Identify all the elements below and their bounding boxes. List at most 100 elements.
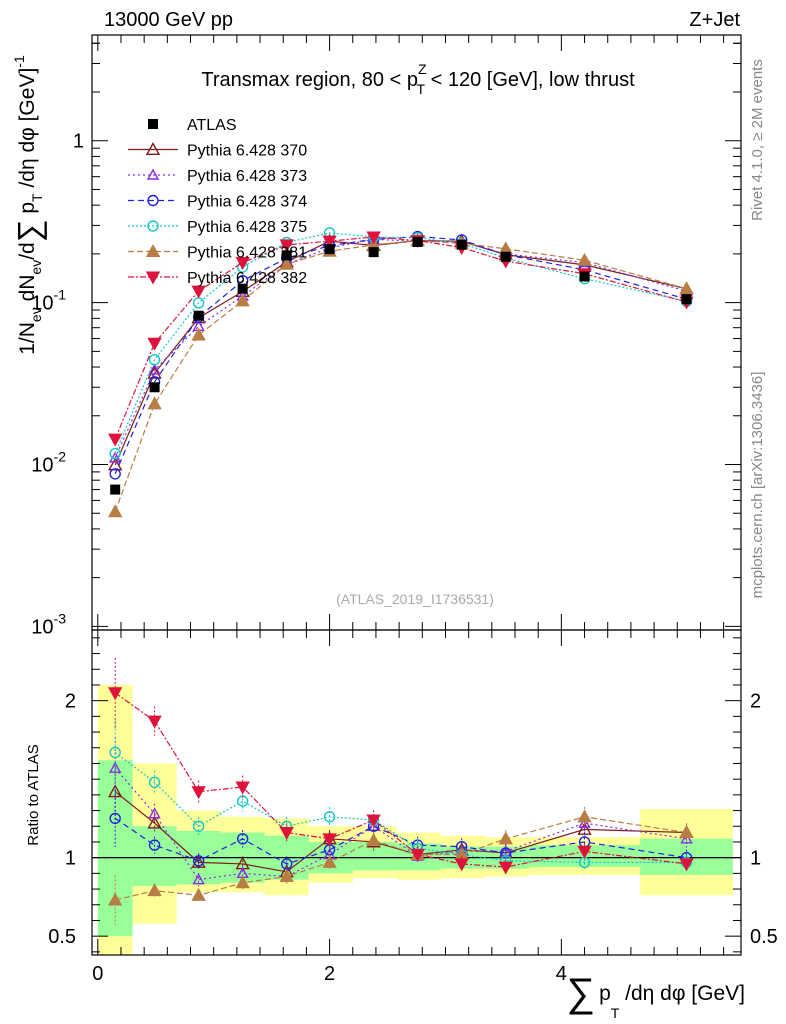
ratio-point-pythia-6-428-373	[148, 807, 161, 819]
ratio-point-pythia-6-428-381	[107, 892, 123, 906]
atlas-data-point	[281, 250, 292, 261]
uncertainty-bands	[92, 684, 741, 955]
ratio-point-pythia-6-428-382	[679, 858, 694, 872]
ratio-point-pythia-6-428-382	[235, 781, 250, 795]
atlas-data-point	[149, 382, 160, 393]
ratio-y-tick-label-right: 0.5	[750, 926, 778, 948]
legend: ATLAS Pythia 6.428 370 Pythia 6.428 373 Pyt…	[128, 117, 307, 287]
ratio-point-pythia-6-428-382	[322, 833, 337, 847]
atlas-data-point	[579, 271, 590, 282]
series-point-pythia-6-428-370	[107, 457, 123, 471]
process-label: Z+Jet	[689, 9, 740, 31]
x-tick-label: 2	[324, 963, 335, 985]
ratio-point-pythia-6-428-381	[279, 869, 294, 882]
atlas-data-point	[110, 484, 121, 495]
ratio-point-pythia-6-428-382	[498, 861, 513, 875]
ratio-line-pythia-6-428-370	[114, 791, 687, 873]
series-point-pythia-6-428-381	[191, 327, 206, 341]
ratio-point-pythia-6-428-381	[577, 809, 592, 823]
ratio-point-pythia-6-428-374	[109, 812, 121, 825]
ratio-line-pythia-6-428-382	[114, 692, 687, 868]
ratio-point-pythia-6-428-382	[191, 786, 206, 800]
ratio-point-pythia-6-428-370	[107, 784, 123, 798]
legend-label: Pythia 6.428 373	[187, 168, 307, 185]
axes-frames: 1 10-1 10-2 10-3 2 2 1 1 0.5 0.5 0 2 4	[31, 34, 778, 985]
stat-uncertainty-band	[132, 826, 177, 886]
ratio-point-pythia-6-428-370	[191, 854, 206, 868]
ratio-line-pythia-6-428-373	[114, 767, 687, 881]
ratio-point-pythia-6-428-382	[577, 845, 592, 859]
series-point-pythia-6-428-375	[109, 447, 121, 460]
legend-label: ATLAS	[187, 117, 237, 134]
series-line-pythia-6-428-370	[114, 239, 687, 466]
legend-marker	[147, 220, 159, 232]
ratio-point-pythia-6-428-382	[279, 827, 294, 840]
series-point-pythia-6-428-382	[322, 235, 337, 249]
x-tick-label: 4	[556, 963, 567, 985]
legend-marker	[148, 119, 158, 129]
series-point-pythia-6-428-381	[679, 281, 694, 295]
ratio-point-pythia-6-428-381	[147, 883, 162, 897]
ratio-point-pythia-6-428-375	[323, 811, 336, 823]
atlas-data	[110, 236, 692, 495]
ratio-point-pythia-6-428-381	[366, 832, 381, 846]
ratio-point-pythia-6-428-374	[148, 839, 161, 851]
ratio-point-pythia-6-428-373	[108, 761, 122, 773]
legend-label: Pythia 6.428 375	[187, 219, 307, 236]
ratio-point-pythia-6-428-375	[148, 776, 161, 788]
ratio-point-pythia-6-428-382	[410, 849, 425, 862]
x-axis-title: ∑ pT /dη dφ [GeV]	[567, 971, 745, 1021]
series-point-pythia-6-428-382	[366, 231, 381, 245]
series-point-pythia-6-428-381	[107, 504, 123, 518]
series-point-pythia-6-428-381	[147, 396, 162, 410]
ratio-line-pythia-6-428-375	[114, 751, 687, 863]
series-point-pythia-6-428-381	[577, 252, 592, 266]
ratio-point-pythia-6-428-381	[322, 854, 337, 868]
legend-marker	[145, 271, 161, 285]
atlas-data-point	[456, 239, 467, 250]
legend-label: Pythia 6.428 370	[187, 143, 307, 160]
legend-label: Pythia 6.428 374	[187, 194, 307, 211]
atlas-data-point	[500, 251, 511, 262]
ratio-panel-frame	[91, 629, 742, 956]
ratio-y-tick-label-right: 1	[750, 848, 761, 870]
series-point-pythia-6-428-382	[147, 337, 162, 351]
series-point-pythia-6-428-382	[191, 285, 206, 299]
ratio-point-pythia-6-428-382	[147, 715, 162, 729]
ratio-point-pythia-6-428-374	[192, 855, 205, 867]
legend-label: Pythia 6.428 381	[187, 245, 307, 262]
atlas-data-point	[324, 244, 335, 255]
legend-marker	[146, 168, 160, 180]
series-point-pythia-6-428-374	[109, 468, 121, 480]
atlas-data-point	[193, 310, 204, 321]
y-axis-title-top: 1/Nev dNev/d∑ pT /dη dφ [GeV]-1	[11, 55, 47, 355]
rivet-label: Rivet 4.1.0, ≥ 2M events	[749, 59, 766, 221]
legend-marker	[145, 142, 161, 156]
ratio-y-tick-label-left: 2	[65, 691, 76, 713]
ratio-point-pythia-6-428-373	[680, 832, 693, 844]
ratio-point-pythia-6-428-375	[109, 746, 121, 759]
atlas-data-point	[237, 283, 248, 294]
atlas-data-point	[412, 236, 423, 247]
y-axis-title-ratio: Ratio to ATLAS	[25, 744, 42, 845]
energy-label: 13000 GeV pp	[104, 9, 233, 31]
ratio-point-pythia-6-428-374	[236, 833, 249, 845]
ratio-point-pythia-6-428-375	[236, 795, 249, 807]
series-line-pythia-6-428-381	[114, 239, 687, 512]
ratio-line-pythia-6-428-381	[115, 816, 687, 901]
x-tick-label: 0	[92, 963, 103, 985]
ratio-line-pythia-6-428-374	[114, 817, 687, 865]
ratio-point-pythia-6-428-382	[107, 687, 123, 701]
ratio-point-pythia-6-428-375	[192, 820, 205, 832]
top-y-tick-label: 1	[73, 131, 84, 153]
top-y-tick-label: 10-1	[31, 287, 66, 315]
ratio-point-pythia-6-428-381	[191, 887, 206, 901]
ratio-point-pythia-6-428-381	[498, 831, 513, 845]
ratio-point-pythia-6-428-382	[366, 814, 381, 828]
top-y-tick-label: 10-3	[31, 610, 66, 638]
atlas-data-point	[368, 247, 379, 258]
series-point-pythia-6-428-382	[107, 433, 123, 447]
series-point-pythia-6-428-382	[279, 239, 294, 253]
series-point-pythia-6-428-381	[279, 256, 294, 270]
